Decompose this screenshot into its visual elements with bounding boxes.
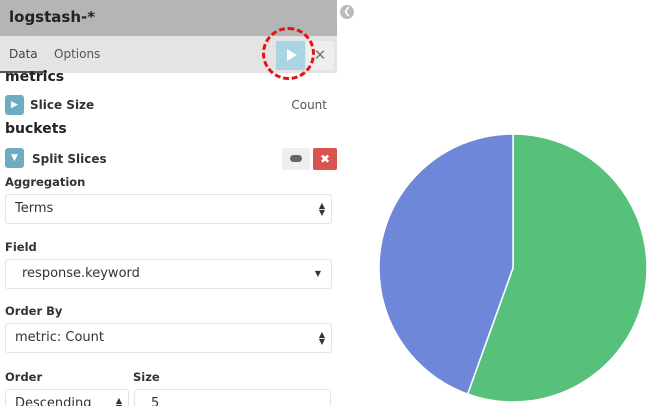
metric-label: Slice Size (30, 98, 95, 112)
highlight-circle (262, 27, 315, 80)
caret-down-icon: ▼ (314, 269, 321, 278)
chevron-right-icon[interactable]: ▶ (5, 95, 24, 115)
field-label: Field (5, 240, 37, 254)
order-by-label: Order By (5, 304, 63, 318)
bucket-split-slices[interactable]: ▼ Split Slices ✖ (5, 148, 337, 170)
order-by-select[interactable]: metric: Count ▲ ▼ (5, 323, 332, 353)
index-pattern-title: logstash-* (0, 0, 337, 36)
size-label: Size (133, 370, 160, 384)
editor-panel: logstash-* Data Options ✕ metrics ▶ Slic… (0, 0, 337, 406)
aggregation-select[interactable]: Terms ▲ ▼ (5, 194, 332, 224)
collapse-sidebar-icon[interactable]: ❮ (340, 5, 354, 19)
metrics-heading: metrics (5, 69, 65, 85)
order-value: Descending (15, 396, 92, 406)
toggle-icon[interactable] (282, 148, 310, 170)
tab-data[interactable]: Data (0, 47, 47, 73)
order-select[interactable]: Descending ▲▼ (5, 389, 129, 406)
sort-arrows-icon: ▲▼ (115, 396, 122, 406)
order-label: Order (5, 370, 43, 384)
order-by-value: metric: Count (15, 330, 104, 345)
bucket-label: Split Slices (32, 152, 107, 166)
size-input[interactable]: 5 (134, 389, 331, 406)
aggregation-value: Terms (15, 201, 54, 216)
aggregation-label: Aggregation (5, 175, 86, 189)
metric-slice-size[interactable]: ▶ Slice Size Count (5, 95, 332, 117)
buckets-heading: buckets (5, 121, 67, 137)
field-select[interactable]: response.keyword ▼ (5, 259, 332, 289)
metric-value: Count (291, 98, 327, 112)
sort-arrows-icon: ▲▼ (318, 201, 325, 217)
pie-slice-1[interactable] (378, 133, 514, 396)
pie-slice-0[interactable] (466, 133, 648, 403)
tab-options[interactable]: Options (54, 47, 101, 61)
field-value: response.keyword (22, 266, 140, 281)
chevron-down-icon[interactable]: ▼ (5, 148, 24, 168)
sort-arrows-icon: ▲▼ (318, 330, 325, 346)
remove-bucket-button[interactable]: ✖ (313, 148, 337, 170)
size-value: 5 (151, 396, 160, 406)
